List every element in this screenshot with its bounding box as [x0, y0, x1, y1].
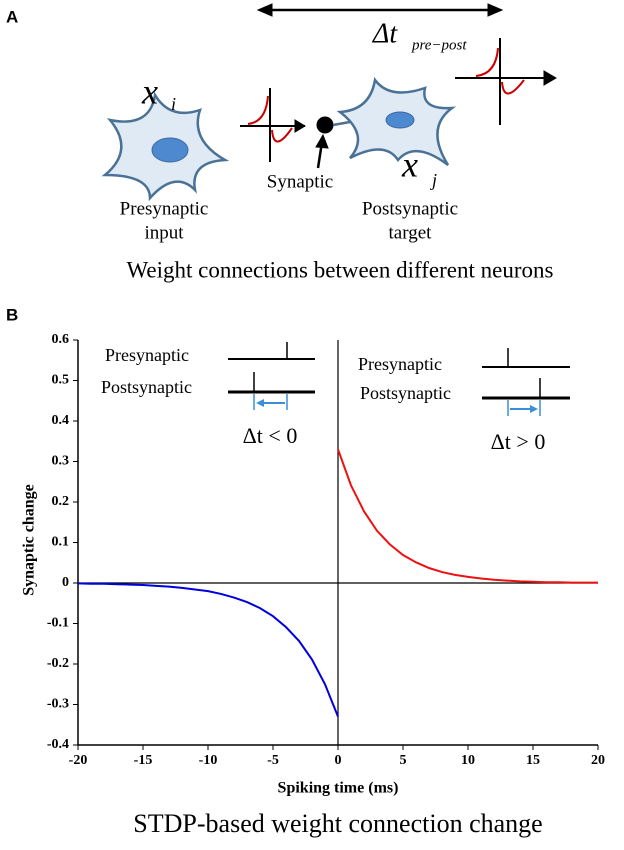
- y-tick-label: 0.4: [52, 413, 70, 428]
- panel-label: B: [6, 305, 18, 324]
- y-tick-label: 0.1: [52, 535, 70, 550]
- line-series: [337, 449, 598, 584]
- y-tick-label: 0.5: [52, 373, 70, 388]
- y-tick-label: -0.1: [47, 616, 69, 631]
- y-axis-label: Synaptic change: [21, 484, 38, 596]
- neuron-i-subscript: i: [171, 94, 176, 114]
- x-tick-label: 15: [526, 753, 540, 768]
- delta-t-subscript: pre−post: [411, 37, 467, 53]
- x-tick-label: -20: [69, 753, 88, 768]
- panel-label: A: [6, 7, 18, 26]
- panel-b-caption: STDP-based weight connection change: [133, 809, 542, 838]
- line-series: [77, 582, 339, 718]
- x-tick-label: -10: [199, 753, 218, 768]
- neuron-i-symbol: x: [141, 71, 158, 111]
- y-tick-label: 0: [62, 575, 69, 590]
- inset-presynaptic: Presynaptic: [105, 345, 189, 365]
- x-tick-label: 20: [591, 753, 605, 768]
- y-tick-label: 0.3: [52, 454, 70, 469]
- neuron-j-symbol: x: [401, 144, 418, 184]
- inset-postsynaptic: Postsynaptic: [360, 383, 451, 403]
- x-axis-label: Spiking time (ms): [278, 780, 399, 797]
- inset: [228, 342, 570, 416]
- x-tick-label: 5: [400, 753, 407, 768]
- inset-presynaptic: Presynaptic: [358, 354, 442, 374]
- presynaptic-label: input: [144, 222, 184, 243]
- presynaptic-label: Presynaptic: [120, 198, 209, 219]
- postsynaptic-label: Postsynaptic: [362, 198, 458, 219]
- x-tick-label: -15: [134, 753, 153, 768]
- inset-delta: Δt < 0: [243, 423, 298, 448]
- y-tick-label: -0.4: [47, 737, 69, 752]
- inset-delta: Δt > 0: [491, 429, 546, 454]
- y-tick-label: -0.2: [47, 656, 69, 671]
- x-tick-label: -5: [267, 753, 279, 768]
- synaptic-label: Synaptic: [267, 171, 334, 192]
- x-tick-label: 0: [335, 753, 342, 768]
- y-tick-label: -0.3: [47, 697, 69, 712]
- neuron-j-subscript: j: [430, 170, 437, 190]
- y-tick-label: 0.2: [52, 494, 70, 509]
- postsynaptic-label: target: [389, 222, 433, 243]
- inset-postsynaptic: Postsynaptic: [101, 377, 192, 397]
- y-tick-label: 0.6: [52, 332, 70, 347]
- panel-a-caption: Weight connections between different neu…: [127, 257, 554, 282]
- x-tick-label: 10: [461, 753, 475, 768]
- delta-t: Δt: [372, 18, 398, 49]
- diagram: [101, 3, 557, 202]
